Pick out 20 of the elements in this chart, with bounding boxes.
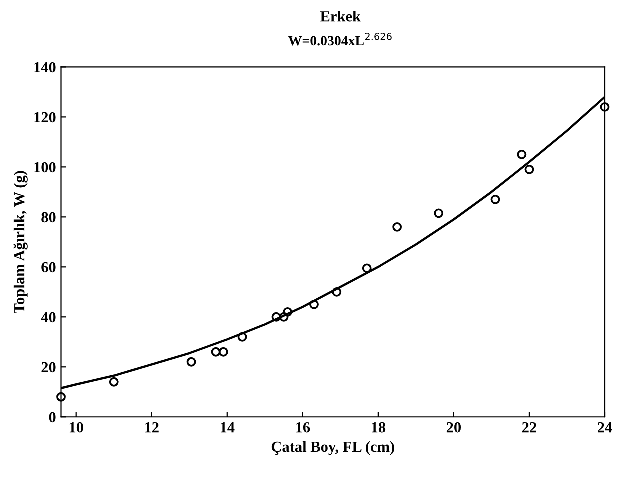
- y-tick-label: 140: [34, 62, 56, 73]
- y-axis-title: Toplam Ağırlık, W (g): [14, 171, 28, 314]
- y-tick-label: 100: [34, 162, 56, 173]
- x-axis-title: Çatal Boy, FL (cm): [272, 441, 394, 456]
- y-tick-label: 80: [42, 212, 56, 223]
- y-tick-label: 60: [42, 262, 56, 273]
- y-tick-label: 0: [49, 412, 56, 423]
- x-tick-label: 12: [145, 422, 159, 433]
- y-tick-label: 20: [42, 362, 56, 373]
- chart-subtitle: W=0.0304xL$^{2.626}$: [288, 32, 392, 46]
- x-tick-label: 22: [522, 422, 536, 433]
- x-tick-label: 16: [296, 422, 310, 433]
- x-tick-label: 20: [446, 422, 462, 433]
- x-tick-label: 14: [220, 422, 235, 433]
- x-tick-label: 10: [70, 422, 84, 433]
- chart-title: Erkek: [320, 11, 361, 22]
- x-tick-label: 18: [372, 422, 386, 433]
- y-tick-label: 120: [34, 112, 56, 123]
- y-tick-label: 40: [41, 312, 56, 323]
- x-tick-label: 24: [598, 422, 612, 433]
